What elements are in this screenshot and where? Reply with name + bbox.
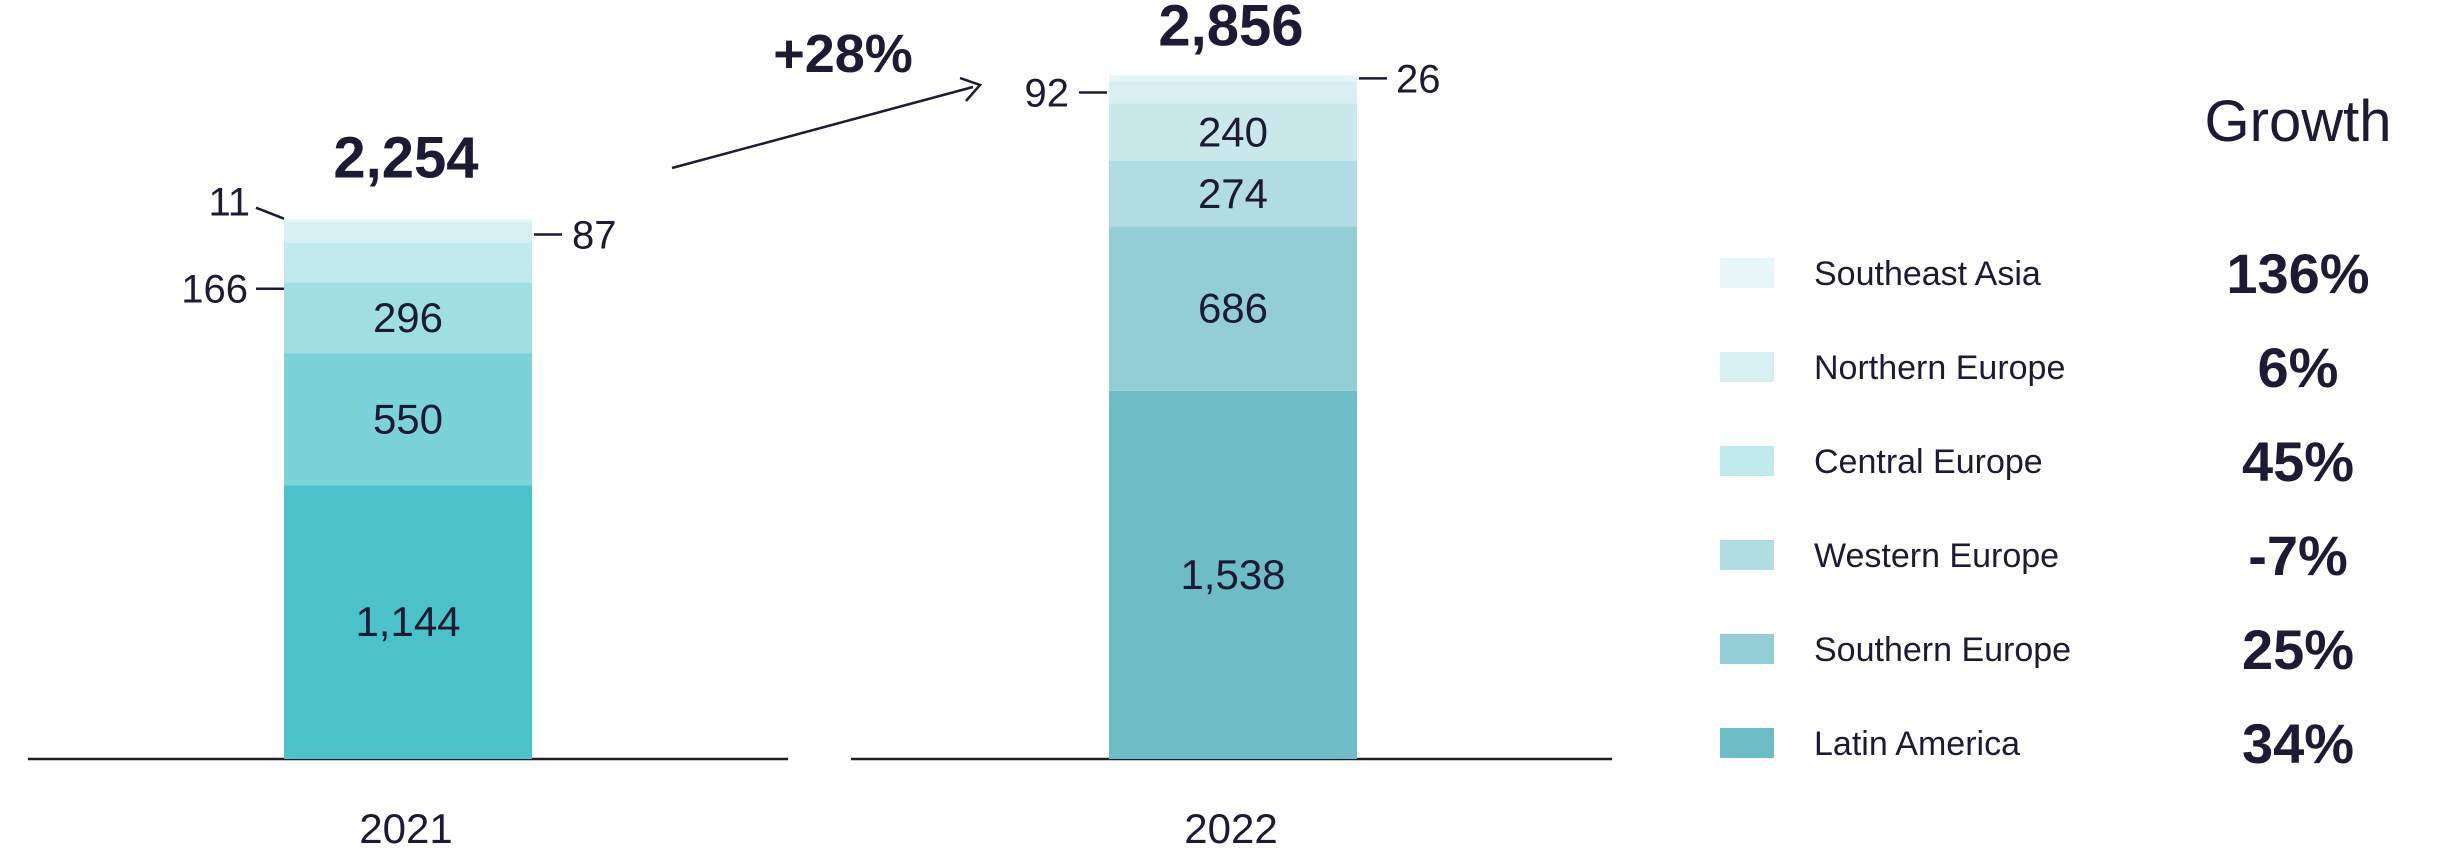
bar-value-label: 240 [1198,108,1268,155]
bar-value-label: 550 [373,395,443,442]
growth-arrow-line [671,85,974,170]
growth-value: 34% [2242,712,2354,775]
outside-value-label: 92 [1025,72,1070,116]
legend-swatch [1720,352,1774,382]
growth-header: Growth [2205,89,2392,154]
legend-label: Northern Europe [1814,349,2065,387]
bar-value-label: 686 [1198,285,1268,332]
legend-label: Southern Europe [1814,631,2071,669]
bar-segment-2022-southern-europe [1109,226,1357,391]
growth-value: -7% [2248,524,2348,587]
outside-value-label: 166 [181,268,248,312]
legend-label: Central Europe [1814,443,2043,481]
outside-value-label: 11 [208,181,250,225]
legend-label: Latin America [1814,725,2020,763]
bar-value-label: 274 [1198,170,1268,217]
legend-swatch [1720,634,1774,664]
outside-value-label: 87 [572,213,617,257]
legend-swatch [1720,446,1774,476]
outside-value-label: 26 [1396,57,1441,101]
legend-label: Southeast Asia [1814,255,2041,293]
bar-segment-2022-latin-america [1109,390,1357,759]
bar-segment-2022-southeast-asia [1109,75,1357,82]
legend-swatch [1720,728,1774,758]
growth-value: 6% [2258,336,2339,399]
bar-segment-2022-northern-europe [1109,81,1357,104]
growth-value: 25% [2242,618,2354,681]
legend-label: Western Europe [1814,537,2059,575]
bar-value-label: 1,538 [1180,551,1285,598]
x-tick-label: 2021 [359,805,452,852]
legend-swatch [1720,258,1774,288]
bar-total-label: 2,254 [333,125,478,190]
bar-segment-2022-central-europe [1109,103,1357,161]
bar-total-label: 2,856 [1158,0,1303,58]
bar-segment-2021-western-europe [284,282,532,354]
growth-arrow-head [959,76,983,102]
x-tick-label: 2022 [1184,805,1277,852]
growth-value: 45% [2242,430,2354,493]
leader-line [255,206,285,220]
bar-segment-2021-latin-america [284,485,532,759]
growth-change-label: +28% [773,24,913,84]
legend-swatch [1720,540,1774,570]
bar-value-label: 296 [373,294,443,341]
bar-value-label: 1,144 [355,598,460,645]
growth-value: 136% [2226,242,2369,305]
bar-segment-2022-western-europe [1109,160,1357,227]
bar-segment-2021-southern-europe [284,353,532,486]
bar-segment-2021-northern-europe [284,222,532,243]
bar-segment-2021-central-europe [284,242,532,283]
bar-segment-2021-southeast-asia [284,219,532,223]
